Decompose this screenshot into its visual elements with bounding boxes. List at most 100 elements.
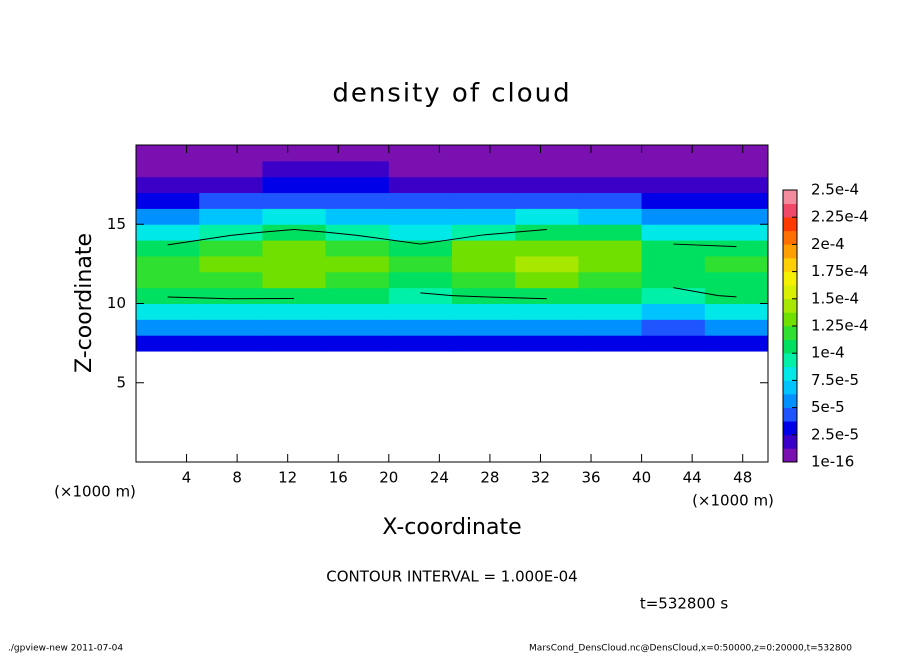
field-cell [452, 272, 516, 288]
field-cell [389, 161, 453, 177]
field-cell [136, 224, 200, 240]
field-cell [262, 224, 326, 240]
field-cell [326, 319, 390, 335]
field-cell [578, 319, 642, 335]
field-cell [262, 319, 326, 335]
field-cell [199, 304, 263, 320]
field-cell [642, 335, 706, 351]
field-cell [262, 208, 326, 224]
footer-right: MarsCond_DensCloud.nc@DensCloud,x=0:5000… [529, 644, 852, 654]
field-cell [136, 256, 200, 272]
x-tick-label: 8 [232, 469, 242, 487]
x-tick-label: 44 [683, 469, 702, 487]
field-cell [136, 193, 200, 209]
field-cell [578, 304, 642, 320]
field-cell [389, 240, 453, 256]
field-cell [326, 177, 390, 193]
colorbar-band [783, 312, 797, 326]
field-cell [389, 304, 453, 320]
field-cell [199, 256, 263, 272]
field-cell [705, 240, 769, 256]
field-cell [389, 256, 453, 272]
field-cell [136, 177, 200, 193]
field-cell [578, 208, 642, 224]
field-cell [642, 208, 706, 224]
colorbar-band [783, 340, 797, 354]
field-cell [578, 335, 642, 351]
field-cell [578, 145, 642, 161]
field-cell [578, 224, 642, 240]
field-cell [326, 304, 390, 320]
field-cell [136, 208, 200, 224]
colorbar-band [783, 272, 797, 286]
field-cell [578, 240, 642, 256]
chart-title: density of cloud [332, 79, 571, 109]
colorbar-band [783, 299, 797, 313]
colorbar-tick-label: 2.5e-5 [811, 425, 859, 443]
field-cell [389, 208, 453, 224]
field-cell [199, 335, 263, 351]
field-cell [262, 145, 326, 161]
field-cell [642, 319, 706, 335]
x-tick-label: 28 [480, 469, 499, 487]
field-cell [199, 240, 263, 256]
field-cell [578, 272, 642, 288]
x-tick-label: 12 [278, 469, 297, 487]
field-cell [199, 288, 263, 304]
field-cell [452, 161, 516, 177]
field-cell [578, 256, 642, 272]
field-cell [262, 193, 326, 209]
y-tick-label: 5 [116, 373, 126, 391]
field-cell [326, 256, 390, 272]
field-cell [389, 224, 453, 240]
field-cell [199, 161, 263, 177]
field-cell [262, 335, 326, 351]
colorbar-band [783, 231, 797, 245]
field-cell [136, 335, 200, 351]
field-cell [705, 256, 769, 272]
field-cell [199, 208, 263, 224]
field-cell [136, 240, 200, 256]
field-cell [136, 272, 200, 288]
x-tick-label: 32 [531, 469, 550, 487]
colorbar-band [783, 285, 797, 299]
field-cell [452, 335, 516, 351]
field-cell [705, 288, 769, 304]
field-cell [452, 304, 516, 320]
field-cell [262, 177, 326, 193]
field-cell [136, 288, 200, 304]
field-cell [515, 145, 579, 161]
colorbar-band [783, 421, 797, 435]
x-tick-label: 4 [182, 469, 192, 487]
colorbar-tick-label: 2e-4 [811, 235, 845, 253]
colorbar-band [783, 190, 797, 204]
field-cell [515, 161, 579, 177]
field-cell [326, 193, 390, 209]
colorbar-tick-label: 2.25e-4 [811, 208, 869, 226]
field-cell [642, 288, 706, 304]
field-cell [452, 319, 516, 335]
field-cell [199, 272, 263, 288]
field-cell [136, 319, 200, 335]
field-cell [452, 240, 516, 256]
colorbar-tick-label: 1e-16 [811, 453, 854, 471]
colorbar-band [783, 217, 797, 231]
x-tick-label: 16 [329, 469, 348, 487]
colorbar-band [783, 326, 797, 340]
field-cell [705, 304, 769, 320]
field-cell [136, 145, 200, 161]
field-cell [705, 193, 769, 209]
field-cell [578, 161, 642, 177]
field-cell [515, 256, 579, 272]
field-cell [705, 319, 769, 335]
field-cell [199, 224, 263, 240]
field-cell [515, 224, 579, 240]
y-tick-label: 10 [107, 294, 126, 312]
time-label: t=532800 s [640, 595, 728, 613]
colorbar-band [783, 367, 797, 381]
field-cell [389, 319, 453, 335]
colorbar-band [783, 380, 797, 394]
field-cell [389, 177, 453, 193]
field-cell [326, 288, 390, 304]
